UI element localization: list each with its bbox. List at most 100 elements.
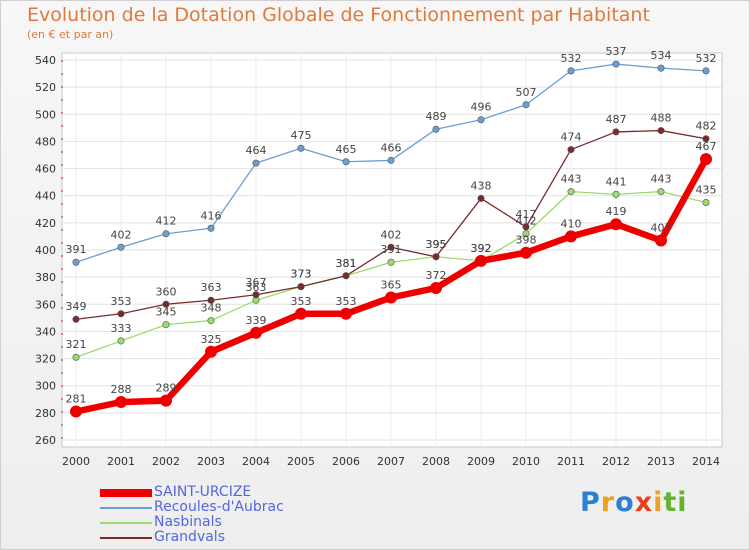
data-label: 325 [201,333,222,346]
data-point [117,310,125,318]
data-label: 487 [606,113,627,126]
data-label: 339 [246,314,267,327]
y-tick-label: 440 [35,190,56,203]
data-label: 360 [156,285,177,298]
legend-label: SAINT-URCIZE [154,484,252,500]
x-tick-label: 2003 [197,455,225,468]
data-label: 443 [651,173,672,186]
data-point [160,394,172,407]
data-label: 475 [291,129,312,142]
data-point [477,194,485,202]
x-tick-label: 2002 [152,455,180,468]
y-tick-label: 520 [35,81,56,94]
data-label: 412 [516,215,537,228]
data-label: 392 [471,242,492,255]
data-point [387,243,395,251]
data-point [117,337,125,345]
legend-label: Nasbinals [154,514,222,530]
data-label: 288 [111,383,132,396]
data-point [295,307,307,320]
data-label: 489 [426,110,447,123]
data-point [655,234,667,247]
data-label: 537 [606,45,627,58]
data-point [657,188,665,196]
data-point [162,321,170,329]
data-label: 391 [66,243,87,256]
x-tick-label: 2014 [692,455,720,468]
data-label: 381 [336,257,357,270]
data-label: 534 [651,49,672,62]
data-label: 281 [66,393,87,406]
data-point [700,153,712,166]
x-tick-label: 2008 [422,455,450,468]
data-point [610,218,622,231]
data-label: 507 [516,86,537,99]
data-label: 398 [516,234,537,247]
data-point [612,60,620,68]
data-point [657,127,665,135]
data-point [567,188,575,196]
data-label: 333 [111,322,132,335]
data-point [70,405,82,418]
proxiti-logo: Proxiti [580,487,688,518]
y-tick-label: 460 [35,163,56,176]
data-label: 373 [291,268,312,281]
y-tick-label: 360 [35,298,56,311]
legend-swatch [100,507,152,509]
data-label: 488 [651,112,672,125]
data-label: 441 [606,175,627,188]
logo-letter: P [580,487,601,518]
data-label: 474 [561,131,582,144]
data-point [207,317,215,325]
chart-subtitle: (en € et par an) [27,28,114,41]
y-tick-label: 320 [35,353,56,366]
y-tick-label: 260 [35,434,56,447]
data-point [117,243,125,251]
y-tick-label: 420 [35,217,56,230]
logo-letter: t [663,487,678,518]
data-point [432,125,440,133]
data-point [385,291,397,304]
x-tick-label: 2010 [512,455,540,468]
data-label: 348 [201,302,222,315]
data-label: 321 [66,338,87,351]
data-point [657,64,665,72]
logo-letter: i [677,487,688,518]
data-label: 392 [471,242,492,255]
data-point [520,246,532,259]
data-label: 381 [336,257,357,270]
data-label: 363 [201,281,222,294]
chart-title: Evolution de la Dotation Globale de Fonc… [27,4,650,26]
data-point [72,353,80,361]
data-point [430,282,442,294]
data-label: 373 [291,268,312,281]
data-point [432,253,440,261]
x-tick-label: 2011 [557,455,585,468]
logo-letter: r [600,487,616,518]
data-label: 467 [696,140,717,153]
data-label: 435 [696,184,717,197]
data-point [252,291,260,299]
data-point [252,159,260,167]
data-point [565,230,577,243]
data-point [387,258,395,266]
y-tick-label: 340 [35,325,56,338]
data-label: 417 [516,208,537,221]
data-label: 532 [696,52,717,65]
data-point [205,345,217,358]
data-point [342,158,350,166]
data-label: 412 [156,215,177,228]
data-point [340,307,352,320]
data-label: 466 [381,141,402,154]
data-label: 465 [336,143,357,156]
data-label: 349 [66,300,87,313]
data-point [567,67,575,75]
data-label: 367 [246,276,267,289]
logo-letter: o [615,487,635,518]
data-label: 416 [201,209,222,222]
data-point [162,300,170,308]
data-label: 345 [156,306,177,319]
data-label: 395 [426,238,447,251]
x-tick-label: 2005 [287,455,315,468]
